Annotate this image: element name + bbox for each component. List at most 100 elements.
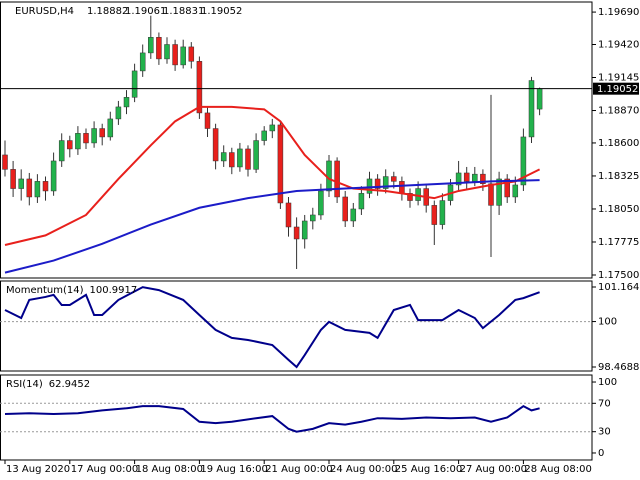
candle-body bbox=[156, 37, 162, 60]
candle-body bbox=[399, 181, 405, 194]
candle-body bbox=[439, 200, 446, 225]
y-tick-label: 1.17500 bbox=[598, 270, 639, 281]
candle-body bbox=[472, 173, 478, 182]
candle-body bbox=[172, 44, 178, 66]
indicator-value: 62.9452 bbox=[49, 379, 90, 390]
candle-body bbox=[342, 196, 348, 222]
candle-body bbox=[520, 136, 527, 186]
candle-body bbox=[99, 128, 105, 138]
candle-body bbox=[350, 208, 357, 222]
y-tick-label: 0 bbox=[598, 448, 604, 459]
candle-body bbox=[67, 140, 73, 150]
candle-body bbox=[83, 133, 89, 144]
x-tick-label: 18 Aug 08:00 bbox=[136, 464, 203, 475]
current-price-label: 1.19052 bbox=[597, 84, 638, 95]
candle-body bbox=[115, 106, 122, 120]
candle-body bbox=[504, 178, 510, 198]
candle-body bbox=[366, 178, 373, 194]
candle-body bbox=[229, 152, 235, 168]
candle-body bbox=[164, 44, 170, 60]
candle-body bbox=[431, 205, 438, 225]
candle-body bbox=[212, 128, 219, 162]
x-tick-label: 28 Aug 08:00 bbox=[524, 464, 591, 475]
candle-body bbox=[2, 154, 8, 170]
y-tick-label: 1.18050 bbox=[598, 204, 639, 215]
y-tick-label: 100 bbox=[598, 317, 617, 328]
candle-body bbox=[512, 184, 519, 198]
candle-body bbox=[334, 160, 340, 198]
y-tick-label: 98.4688 bbox=[598, 362, 639, 373]
header-open: 1.18882 bbox=[87, 6, 128, 17]
candle-body bbox=[188, 46, 195, 62]
candle-body bbox=[18, 178, 24, 189]
candle-body bbox=[180, 46, 186, 66]
y-tick-label: 1.19690 bbox=[598, 7, 639, 18]
x-tick-label: 19 Aug 16:00 bbox=[200, 464, 267, 475]
y-tick-label: 70 bbox=[598, 398, 611, 409]
x-tick-label: 21 Aug 00:00 bbox=[265, 464, 332, 475]
x-tick-label: 13 Aug 2020 bbox=[6, 464, 70, 475]
y-tick-label: 1.19420 bbox=[598, 39, 639, 50]
candle-body bbox=[277, 124, 284, 204]
y-tick-label: 1.18870 bbox=[598, 106, 639, 117]
candle-body bbox=[10, 169, 16, 189]
candle-body bbox=[480, 173, 486, 185]
candle-body bbox=[536, 88, 543, 110]
candle-body bbox=[455, 172, 462, 186]
indicator-title: Momentum(14) bbox=[6, 285, 84, 296]
candle-body bbox=[374, 178, 381, 189]
candle-body bbox=[107, 118, 114, 138]
candle-body bbox=[318, 190, 324, 216]
candle-body bbox=[463, 172, 470, 182]
x-tick-label: 17 Aug 00:00 bbox=[71, 464, 138, 475]
candle-body bbox=[285, 202, 292, 228]
candle-body bbox=[131, 70, 138, 98]
candle-body bbox=[50, 160, 57, 192]
candle-body bbox=[42, 181, 49, 192]
candle-body bbox=[261, 130, 267, 141]
y-tick-label: 101.1646 bbox=[598, 282, 640, 293]
candle-body bbox=[58, 140, 65, 162]
candle-body bbox=[269, 124, 276, 132]
candle-body bbox=[34, 181, 41, 198]
indicator-title: RSI(14) bbox=[6, 379, 43, 390]
y-tick-label: 100 bbox=[598, 377, 617, 388]
indicator-line bbox=[4, 404, 540, 433]
y-tick-label: 1.18600 bbox=[598, 138, 639, 149]
header-close: 1.19052 bbox=[201, 6, 242, 17]
candle-body bbox=[310, 214, 316, 222]
candle-body bbox=[204, 112, 211, 129]
candle-body bbox=[358, 193, 365, 210]
candle-body bbox=[91, 128, 97, 144]
candle-body bbox=[26, 178, 33, 198]
x-tick-label: 27 Aug 00:00 bbox=[460, 464, 527, 475]
candle-body bbox=[301, 220, 308, 240]
y-tick-label: 1.17775 bbox=[598, 237, 639, 248]
candle-body bbox=[196, 61, 203, 114]
candle-body bbox=[391, 176, 397, 182]
candle-body bbox=[253, 140, 259, 170]
symbol-title: EURUSD,H4 bbox=[15, 6, 74, 17]
header-high: 1.19061 bbox=[125, 6, 166, 17]
x-tick-label: 24 Aug 00:00 bbox=[330, 464, 397, 475]
current-price-box bbox=[593, 82, 639, 95]
candle-body bbox=[123, 97, 130, 108]
candle-body bbox=[528, 80, 535, 138]
candle-body bbox=[293, 226, 300, 240]
x-tick-label: 25 Aug 16:00 bbox=[395, 464, 462, 475]
candle-body bbox=[407, 193, 413, 201]
y-tick-label: 30 bbox=[598, 427, 611, 438]
moving-average bbox=[4, 179, 540, 274]
y-tick-label: 1.19145 bbox=[598, 73, 639, 84]
candle-body bbox=[139, 52, 146, 72]
y-tick-label: 1.18325 bbox=[598, 171, 639, 182]
candle-body bbox=[75, 133, 81, 150]
candle-body bbox=[488, 183, 494, 206]
candle-body bbox=[496, 178, 502, 206]
candle-body bbox=[237, 148, 243, 168]
moving-average bbox=[4, 105, 541, 246]
indicator-value: 100.9917 bbox=[90, 285, 138, 296]
panel-frame bbox=[0, 280, 593, 372]
candle-body bbox=[245, 148, 251, 170]
